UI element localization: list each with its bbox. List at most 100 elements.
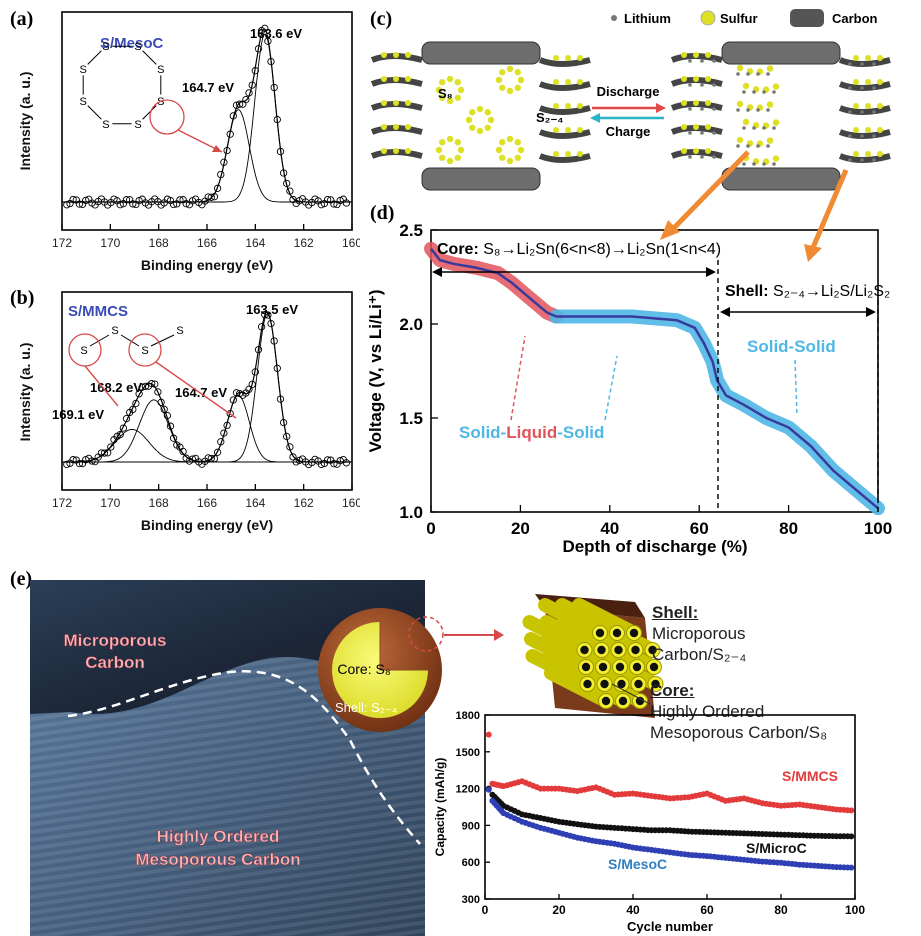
y-tick-label: 1500	[456, 747, 480, 759]
sulfur-atom	[853, 151, 859, 157]
sulfur-atom	[506, 135, 514, 143]
ss-label: Solid-Solid	[747, 337, 836, 356]
lithium-atom	[688, 83, 692, 87]
sulfur-atom	[681, 124, 687, 130]
sulfur-atom	[439, 94, 446, 101]
data-point	[75, 459, 84, 468]
lithium-atom	[872, 110, 876, 114]
y-tick-label: 900	[462, 820, 480, 832]
sulfur-legend-icon	[700, 10, 716, 26]
series-title: S/MMCS	[68, 303, 128, 320]
carbon-legend-icon	[790, 9, 824, 27]
sulfur-atom	[499, 84, 506, 91]
discharged-structure	[670, 41, 891, 191]
s-s-bond	[87, 105, 102, 120]
s-s-bond	[142, 105, 157, 120]
x-tick-label: 0	[482, 903, 489, 917]
shell-desc-1: Microporous	[652, 624, 746, 643]
data-point	[270, 83, 278, 92]
s-s-bond	[142, 50, 157, 65]
data-point	[229, 112, 237, 120]
sulfur-atom	[514, 154, 521, 161]
panel-label-a: (a)	[10, 8, 34, 30]
lithium-atom	[712, 131, 716, 135]
sulfur-atom	[877, 79, 883, 85]
peak-label-164-7: 164.7 eV	[182, 80, 234, 95]
data-point	[116, 201, 124, 209]
sulfur-atom	[454, 139, 461, 146]
micro-label-line1: Microporous	[64, 631, 167, 650]
svg-text:S: S	[80, 345, 87, 357]
y-tick-label: 600	[462, 857, 480, 869]
peak-label-164-7: 164.7 eV	[175, 385, 227, 400]
lithium-legend-icon	[611, 15, 617, 21]
data-point	[210, 193, 219, 201]
data-point	[276, 147, 285, 156]
panel-e-capacity-chart: 0 20 40 60 80 100 300 600 900 1200 1500 1800 S/MMCS…	[433, 710, 866, 934]
core-desc-2: Mesoporous Carbon/S₈	[650, 723, 828, 742]
lithium-atom	[712, 107, 716, 111]
sulfur-atom	[499, 69, 506, 76]
sulfur-atom	[506, 87, 514, 95]
lithium-atom	[736, 144, 740, 148]
arrow-head	[212, 145, 222, 152]
data-point	[276, 395, 285, 403]
x-tick-label: 166	[197, 496, 217, 510]
sulfur-atom	[772, 83, 780, 90]
highlight-circle-bridge	[128, 333, 162, 367]
lithium-atom	[700, 83, 704, 87]
x-tick-label: 20	[511, 519, 530, 538]
sulfur-atom	[381, 100, 387, 106]
sulfur-atom	[517, 76, 525, 84]
legend-mmcs: S/MMCS	[782, 768, 838, 784]
lithium-atom	[848, 158, 852, 162]
tube-body	[590, 615, 660, 657]
lithium-atom	[766, 144, 770, 148]
sulfur-atom	[517, 146, 525, 154]
carbon-sheet-right	[538, 57, 591, 67]
sulfur-atom	[681, 76, 687, 82]
sulfur-atom	[484, 109, 491, 116]
sulfur-atom	[705, 100, 711, 106]
sulfur-atom	[565, 127, 571, 133]
data-point	[342, 459, 351, 467]
data-point	[323, 456, 332, 464]
shell-description: Shell: Microporous Carbon/S₂₋₄	[652, 602, 746, 665]
lithium-atom	[742, 90, 746, 94]
tube-body	[592, 632, 661, 674]
data-point	[179, 447, 187, 456]
data-point	[63, 460, 71, 469]
meso-label-line2: Mesoporous Carbon	[135, 850, 300, 869]
data-point	[286, 443, 294, 451]
axis-ticks: 0 20 40 60 80 100 300 600 900 1200 1500 1800	[456, 710, 866, 917]
lithium-atom	[742, 126, 746, 130]
sulfur-atom	[853, 79, 859, 85]
data-point	[223, 421, 231, 430]
sulfur-atom	[772, 155, 780, 162]
data-point	[157, 398, 165, 406]
data-points	[63, 24, 351, 209]
lithium-atom	[746, 72, 750, 76]
data-point	[323, 195, 332, 204]
data-point	[154, 388, 162, 396]
plot-frame	[484, 714, 856, 900]
first-cycle-point	[485, 731, 492, 738]
sulfur-atom	[736, 64, 744, 72]
sulfur-atom: S	[102, 119, 109, 131]
sulfur-atom	[705, 52, 711, 58]
sulfur-atom	[865, 79, 871, 85]
lithium-atom	[848, 86, 852, 90]
sulfur-atom	[393, 52, 399, 58]
plot-frame	[430, 229, 879, 513]
sulfur-atom	[565, 55, 571, 61]
arrow-to-164	[155, 361, 237, 419]
x-tick-label: 60	[690, 519, 709, 538]
lithium-atom	[756, 108, 760, 112]
panel-label-e: (e)	[10, 568, 33, 590]
discharge-label: Discharge	[597, 84, 660, 99]
sulfur-atom	[553, 103, 559, 109]
sulfur-atom	[454, 79, 461, 86]
sulfur-atom	[495, 146, 503, 154]
tube-bundle-diagram	[522, 594, 664, 718]
data-point	[166, 422, 175, 430]
